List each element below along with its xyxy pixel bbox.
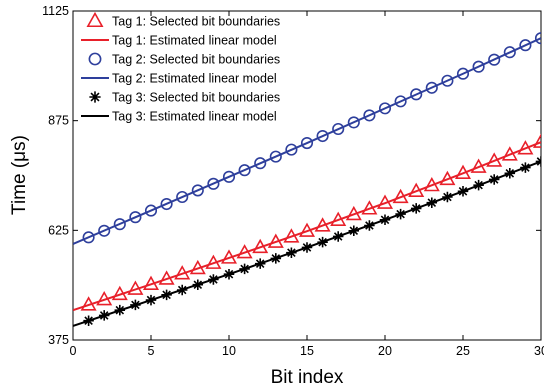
data-point (160, 197, 173, 211)
legend-item: Tag 3: Estimated linear model (81, 110, 277, 124)
legend-swatch-marker (86, 11, 104, 28)
data-point (488, 53, 501, 66)
data-point (285, 143, 298, 156)
y-tick-label: 875 (48, 114, 69, 128)
data-point (129, 211, 142, 224)
x-tick-label: 25 (456, 344, 470, 358)
data-point (113, 218, 126, 231)
legend-label: Tag 1: Selected bit boundaries (112, 15, 280, 29)
legend-label: Tag 1: Estimated linear model (112, 34, 277, 48)
legend-swatch-marker (89, 91, 101, 103)
y-axis-label: Time (μs) (9, 135, 30, 215)
y-tick-label: 625 (48, 223, 69, 237)
legend-label: Tag 3: Selected bit boundaries (112, 91, 280, 105)
data-point (254, 157, 267, 170)
series-line (73, 141, 541, 312)
x-tick-label: 10 (222, 344, 236, 358)
legend-item: Tag 2: Selected bit boundaries (88, 52, 280, 67)
legend: Tag 1: Selected bit boundaries Tag 1: Est… (81, 11, 280, 124)
series-3 (73, 37, 541, 245)
x-tick-label: 15 (300, 344, 314, 358)
y-tick-label: 375 (48, 333, 69, 347)
data-point (425, 81, 438, 94)
data-point (441, 74, 454, 87)
series-layer (73, 32, 541, 327)
data-point (347, 116, 360, 129)
data-point (519, 39, 532, 52)
data-point (222, 170, 236, 183)
data-point (456, 67, 470, 80)
data-point (410, 88, 423, 101)
legend-swatch-marker (88, 52, 102, 66)
data-point (300, 136, 314, 150)
x-tick-label: 0 (70, 344, 77, 358)
series-2 (82, 32, 541, 244)
data-point (534, 32, 541, 45)
data-point (316, 129, 329, 143)
data-point (378, 102, 392, 115)
data-point (332, 122, 345, 136)
data-point (394, 95, 407, 108)
x-tick-label: 20 (378, 344, 392, 358)
x-tick-label: 5 (148, 344, 155, 358)
series-1 (73, 141, 541, 312)
data-point (98, 224, 111, 237)
series-5 (73, 160, 541, 327)
legend-item: Tag 2: Estimated linear model (81, 72, 277, 86)
x-axis-label: Bit index (271, 367, 344, 388)
data-point (191, 184, 204, 197)
series-line (73, 160, 541, 327)
data-point (363, 109, 376, 122)
legend-label: Tag 2: Selected bit boundaries (112, 53, 280, 67)
data-point (269, 150, 282, 163)
legend-item: Tag 3: Selected bit boundaries (89, 91, 280, 105)
data-point (503, 46, 516, 59)
data-point (532, 133, 541, 148)
data-point (144, 204, 158, 217)
y-tick-label: 1125 (42, 4, 69, 18)
data-point (82, 231, 95, 244)
data-point (176, 190, 189, 204)
legend-item: Tag 1: Selected bit boundaries (86, 11, 280, 29)
data-point (238, 164, 251, 177)
legend-label: Tag 3: Estimated linear model (112, 110, 277, 124)
data-point (472, 60, 485, 73)
legend-label: Tag 2: Estimated linear model (112, 72, 277, 86)
series-line (73, 37, 541, 245)
axis-ticks: 0 5 10 15 20 25 30 375 625 875 1125 (42, 4, 544, 358)
data-point (207, 177, 220, 190)
x-tick-label: 30 (534, 344, 544, 358)
legend-item: Tag 1: Estimated linear model (81, 34, 277, 48)
